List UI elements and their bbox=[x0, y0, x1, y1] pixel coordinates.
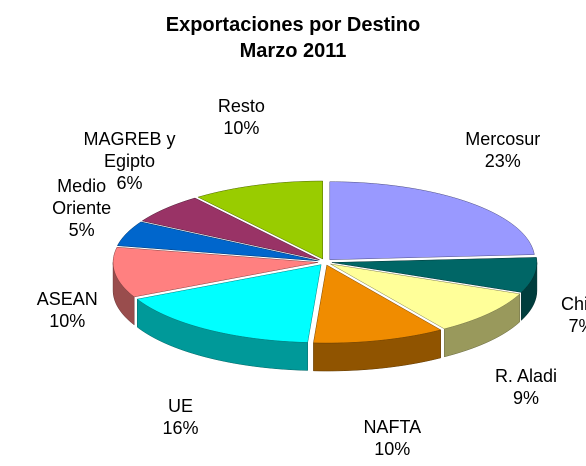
chart-subtitle: Marzo 2011 bbox=[239, 40, 347, 62]
slice-top bbox=[331, 257, 538, 293]
slice-label: Mercosur 23% bbox=[453, 128, 553, 172]
slice-label: UE 16% bbox=[131, 395, 231, 439]
slice-label: Resto 10% bbox=[191, 95, 291, 139]
category-label: Medio Oriente bbox=[52, 176, 112, 219]
value-label: 5% bbox=[68, 220, 95, 241]
chart-title: Exportaciones por Destino bbox=[165, 14, 421, 36]
category-label: ASEAN bbox=[36, 288, 98, 309]
slice-label: NAFTA 10% bbox=[342, 416, 442, 460]
value-label: 10% bbox=[374, 438, 411, 459]
value-label: 9% bbox=[512, 388, 539, 409]
category-label: R. Aladi bbox=[494, 366, 557, 387]
slice-top bbox=[136, 264, 322, 343]
value-label: 10% bbox=[49, 310, 86, 331]
value-label: 6% bbox=[116, 173, 143, 194]
slice-top bbox=[116, 221, 319, 262]
slice-top bbox=[330, 263, 521, 330]
value-label: 16% bbox=[162, 418, 199, 439]
slice-top bbox=[141, 197, 320, 261]
category-label: NAFTA bbox=[363, 416, 422, 437]
slice-label: ASEAN 10% bbox=[17, 288, 117, 332]
value-label: 23% bbox=[484, 151, 521, 172]
slice-label: MAGREB y Egipto 6% bbox=[80, 128, 180, 194]
top-layer bbox=[112, 180, 538, 344]
slice-top bbox=[329, 181, 535, 260]
slice-top bbox=[112, 246, 319, 298]
value-label: 7% bbox=[568, 315, 586, 336]
slice-label: Medio Oriente 5% bbox=[32, 175, 132, 241]
value-label: 10% bbox=[223, 118, 260, 139]
category-label: Chile bbox=[561, 293, 586, 314]
category-label: MAGREB y Egipto bbox=[83, 129, 176, 172]
slice-top bbox=[197, 180, 323, 260]
category-label: Resto bbox=[217, 96, 265, 117]
slice-label: R. Aladi 9% bbox=[476, 365, 576, 409]
category-label: UE bbox=[168, 396, 194, 417]
category-label: Mercosur bbox=[465, 129, 541, 150]
slice-top bbox=[313, 264, 442, 344]
slice-label: Chile7% bbox=[532, 293, 586, 337]
